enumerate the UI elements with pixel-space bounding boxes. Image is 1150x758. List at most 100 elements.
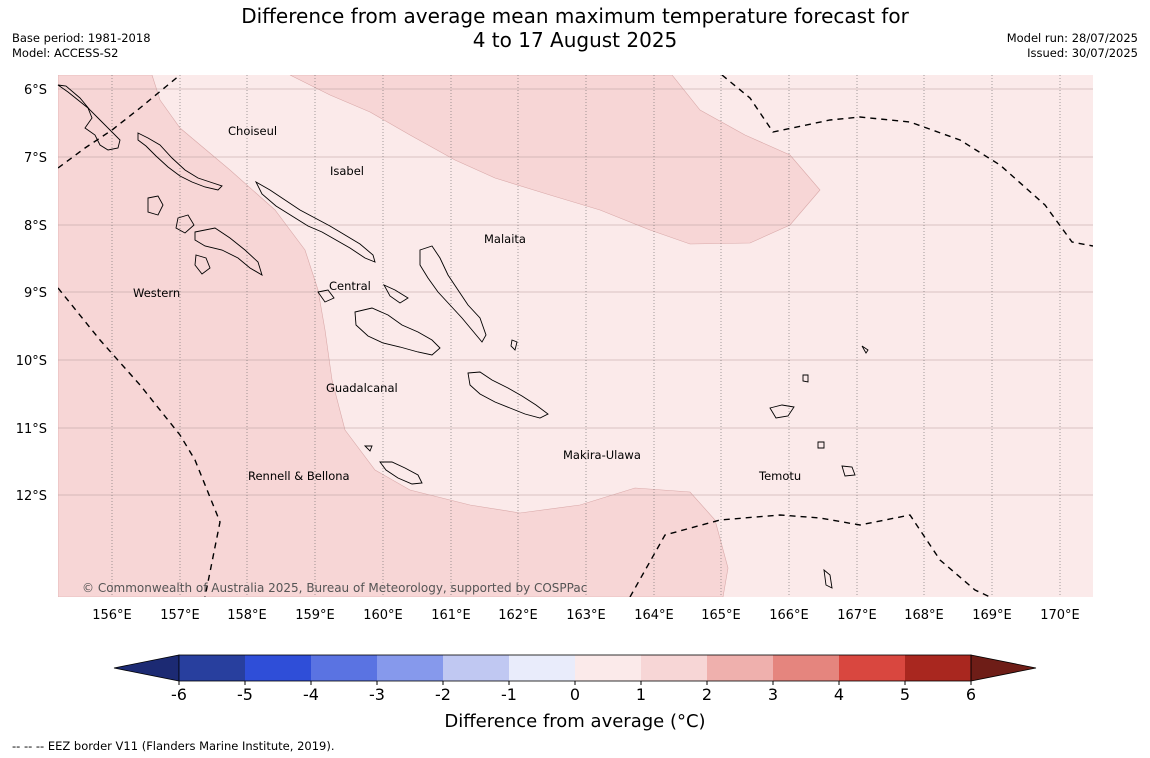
colorbar-tick-label: 4 — [834, 685, 844, 704]
longitude-labels: 156°E 157°E 158°E 159°E 160°E 161°E 162°… — [92, 608, 1080, 623]
vella-lavella-coast — [147, 195, 164, 216]
colorbar-bin — [443, 655, 509, 681]
anuta-coast — [823, 568, 833, 589]
lon-label-162e: 162°E — [498, 608, 538, 623]
colorbar-bin — [575, 655, 641, 681]
graticule — [58, 75, 1093, 597]
model-run-date: Model run: 28/07/2025 — [1006, 31, 1138, 45]
lat-label-8s: 8°S — [24, 219, 47, 234]
coastlines — [57, 84, 869, 589]
lon-label-164e: 164°E — [634, 608, 674, 623]
guadalcanal-coast — [354, 307, 441, 356]
colorbar-bin — [905, 655, 971, 681]
new-georgia-coast — [175, 214, 263, 276]
colorbar-bin — [245, 655, 311, 681]
lon-label-168e: 168°E — [904, 608, 944, 623]
lon-label-167e: 167°E — [837, 608, 877, 623]
eez-border-nw — [58, 75, 181, 169]
colorbar-bin — [641, 655, 707, 681]
lon-label-156e: 156°E — [92, 608, 132, 623]
anomaly-shading — [58, 75, 821, 597]
lat-label-12s: 12°S — [16, 489, 47, 504]
model-name: Model: ACCESS-S2 — [12, 46, 119, 60]
colorbar-bin — [377, 655, 443, 681]
lon-label-169e: 169°E — [972, 608, 1012, 623]
rendova-coast — [194, 254, 211, 275]
rennell-coast — [379, 461, 423, 485]
label-rennell-bellona: Rennell & Bellona — [248, 469, 350, 483]
province-labels: Choiseul Isabel Malaita Western Central … — [133, 124, 801, 483]
issued-date: Issued: 30/07/2025 — [1027, 46, 1138, 60]
lon-label-161e: 161°E — [431, 608, 471, 623]
label-western: Western — [133, 286, 180, 300]
label-temotu: Temotu — [758, 469, 801, 483]
eez-border-se — [629, 514, 991, 597]
lat-label-9s: 9°S — [24, 286, 47, 301]
chart-title-line1: Difference from average mean maximum tem… — [241, 4, 909, 28]
colorbar-bin — [179, 655, 245, 681]
base-period: Base period: 1981-2018 — [12, 31, 151, 45]
florida-islands-coast — [317, 284, 409, 304]
colorbar-tick-label: -5 — [237, 685, 253, 704]
label-isabel: Isabel — [330, 164, 364, 178]
colorbar-bin — [773, 655, 839, 681]
label-choiseul: Choiseul — [228, 124, 277, 138]
colorbar-bin — [707, 655, 773, 681]
latitude-labels: 6°S 7°S 8°S 9°S 10°S 11°S 12°S — [16, 83, 47, 504]
lon-label-158e: 158°E — [227, 608, 267, 623]
choiseul-coast — [137, 132, 223, 191]
lon-label-159e: 159°E — [295, 608, 335, 623]
lon-label-163e: 163°E — [566, 608, 606, 623]
label-makira-ulawa: Makira-Ulawa — [563, 448, 641, 462]
bougainville-coast — [57, 84, 121, 151]
colorbar-tick-label: -6 — [171, 685, 187, 704]
colorbar-tick-label: 1 — [636, 685, 646, 704]
tikopia-coast — [817, 441, 825, 449]
label-malaita: Malaita — [484, 232, 526, 246]
colorbar-bin — [311, 655, 377, 681]
eez-footnote: -- -- -- EEZ border V11 (Flanders Marine… — [12, 739, 335, 753]
lon-label-170e: 170°E — [1040, 608, 1080, 623]
lat-label-7s: 7°S — [24, 151, 47, 166]
colorbar-bin — [839, 655, 905, 681]
colorbar: -6 -5 -4 -3 -2 -1 0 1 2 3 4 5 6 Difference from aver… — [113, 654, 1037, 732]
meta-right: Model run: 28/07/2025 Issued: 30/07/2025 — [1007, 31, 1138, 61]
colorbar-tick-label: -4 — [303, 685, 319, 704]
colorbar-bin — [509, 655, 575, 681]
lat-label-6s: 6°S — [24, 83, 47, 98]
colorbar-tick-label: 2 — [702, 685, 712, 704]
lat-label-11s: 11°S — [16, 422, 47, 437]
colorbar-title: Difference from average (°C) — [444, 711, 705, 732]
vanikoro-coast — [841, 465, 856, 477]
eez-borders — [58, 75, 1093, 597]
colorbar-tick-label: 0 — [570, 685, 580, 704]
chart-title-line2: 4 to 17 August 2025 — [472, 28, 678, 52]
malaita-coast — [419, 245, 487, 343]
label-central: Central — [329, 279, 371, 293]
colorbar-extend-low — [113, 654, 180, 682]
label-guadalcanal: Guadalcanal — [326, 381, 398, 395]
bellona-coast — [363, 445, 373, 452]
isabel-coast — [254, 180, 376, 263]
small-islet-1 — [861, 345, 869, 354]
colorbar-tick-label: -3 — [369, 685, 385, 704]
lat-label-10s: 10°S — [16, 354, 47, 369]
santa-cruz-coast — [769, 404, 795, 419]
colorbar-tick-label: 5 — [900, 685, 910, 704]
meta-left: Base period: 1981-2018 Model: ACCESS-S2 — [12, 31, 151, 61]
colorbar-extend-high — [970, 654, 1037, 682]
anomaly-band-west — [58, 75, 729, 597]
copyright-notice: © Commonwealth of Australia 2025, Bureau… — [82, 581, 587, 595]
anomaly-band-north — [289, 75, 821, 245]
lon-label-160e: 160°E — [363, 608, 403, 623]
ulawa-coast — [510, 339, 518, 351]
colorbar-tick-label: -1 — [501, 685, 517, 704]
makira-coast — [467, 371, 549, 419]
colorbar-tick-label: 6 — [966, 685, 976, 704]
eez-border-west — [58, 287, 221, 597]
lon-label-157e: 157°E — [160, 608, 200, 623]
colorbar-tick-label: 3 — [768, 685, 778, 704]
lon-label-166e: 166°E — [769, 608, 809, 623]
lon-label-165e: 165°E — [701, 608, 741, 623]
